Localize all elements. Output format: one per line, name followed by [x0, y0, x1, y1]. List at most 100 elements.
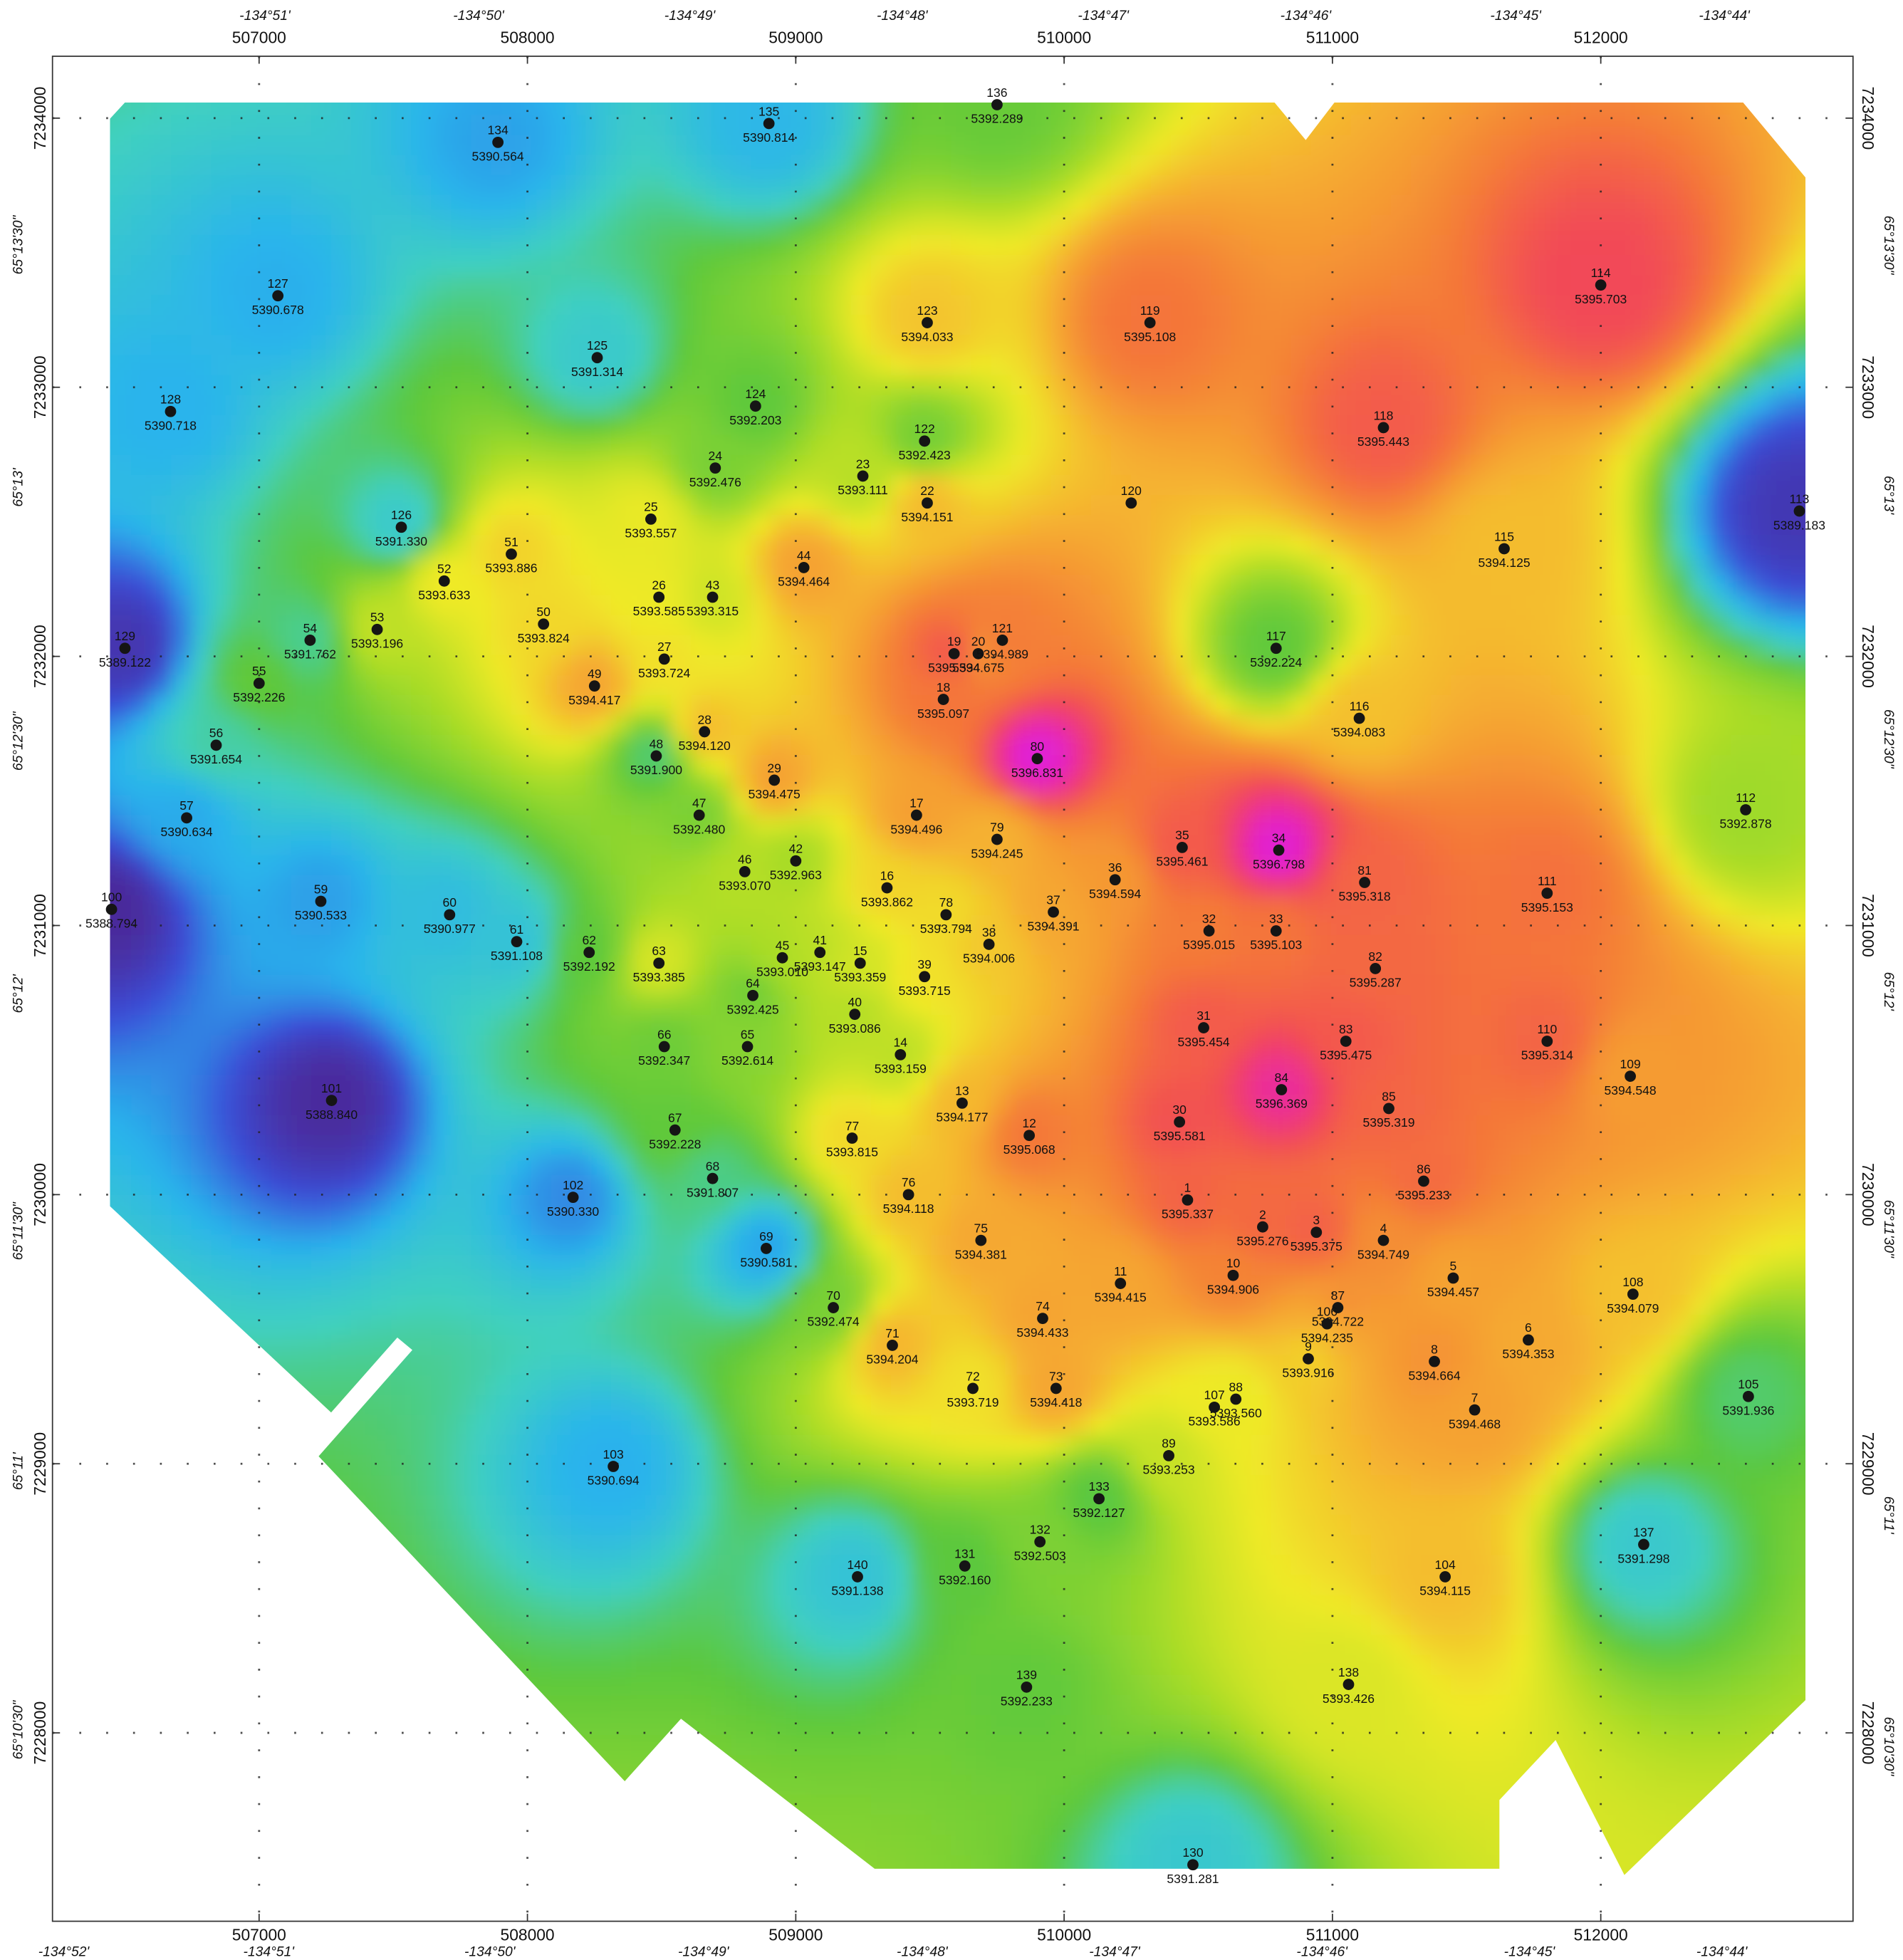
- surface-cell: [1391, 735, 1414, 758]
- surface-cell: [111, 435, 134, 458]
- surface-cell: [671, 775, 694, 798]
- surface-cell: [1031, 715, 1053, 738]
- surface-cell: [1570, 255, 1593, 278]
- surface-cell: [1111, 995, 1134, 1018]
- surface-cell: [551, 1055, 574, 1078]
- surface-cell: [291, 275, 314, 298]
- surface-cell: [911, 675, 934, 698]
- surface-cell: [1451, 855, 1474, 877]
- surface-cell: [471, 1115, 494, 1138]
- surface-cell: [1431, 515, 1454, 538]
- surface-cell: [971, 795, 994, 818]
- surface-cell: [131, 735, 154, 758]
- surface-cell: [1091, 235, 1114, 258]
- surface-cell: [1550, 255, 1573, 278]
- surface-cell: [1451, 135, 1474, 158]
- surface-cell: [1771, 935, 1793, 958]
- surface-cell: [1691, 895, 1714, 918]
- surface-cell: [491, 275, 513, 298]
- surface-cell: [431, 275, 454, 298]
- surface-cell: [1610, 875, 1633, 898]
- surface-cell: [291, 935, 314, 958]
- surface-cell: [1471, 475, 1493, 498]
- surface-cell: [771, 235, 793, 258]
- surface-cell: [711, 555, 734, 578]
- surface-cell: [1691, 535, 1714, 558]
- surface-cell: [1271, 575, 1293, 598]
- surface-cell: [471, 455, 494, 478]
- surface-cell: [1671, 655, 1694, 678]
- surface-cell: [691, 175, 714, 198]
- surface-cell: [611, 475, 634, 498]
- surface-cell: [351, 955, 374, 978]
- surface-cell: [1451, 695, 1474, 718]
- surface-cell: [831, 575, 854, 598]
- surface-cell: [891, 275, 914, 298]
- surface-cell: [1291, 355, 1313, 377]
- surface-cell: [1251, 815, 1273, 838]
- surface-cell: [891, 395, 914, 418]
- surface-cell: [171, 655, 194, 678]
- surface-cell: [1071, 135, 1094, 158]
- surface-cell: [811, 115, 834, 137]
- surface-cell: [831, 735, 854, 758]
- surface-cell: [1590, 915, 1613, 938]
- surface-cell: [611, 455, 634, 478]
- surface-cell: [531, 1035, 554, 1058]
- surface-cell: [491, 995, 513, 1018]
- surface-cell: [1511, 355, 1533, 377]
- surface-cell: [571, 315, 594, 338]
- surface-cell: [1031, 695, 1053, 718]
- surface-cell: [1071, 375, 1094, 398]
- surface-cell: [271, 955, 294, 978]
- surface-cell: [1711, 515, 1733, 538]
- surface-cell: [791, 715, 814, 738]
- surface-cell: [311, 515, 334, 538]
- surface-cell: [1151, 975, 1174, 998]
- surface-cell: [1631, 695, 1654, 718]
- surface-cell: [751, 335, 773, 358]
- surface-cell: [1310, 235, 1333, 258]
- surface-cell: [1550, 1095, 1573, 1117]
- surface-cell: [651, 915, 674, 938]
- surface-cell: [1610, 615, 1633, 638]
- surface-cell: [911, 215, 934, 238]
- surface-cell: [1631, 775, 1654, 798]
- surface-cell: [631, 715, 654, 738]
- surface-cell: [1610, 1015, 1633, 1038]
- surface-cell: [451, 355, 474, 377]
- surface-cell: [1671, 515, 1694, 538]
- surface-cell: [751, 295, 773, 318]
- surface-cell: [851, 675, 874, 698]
- surface-cell: [1131, 535, 1154, 558]
- surface-cell: [891, 235, 914, 258]
- surface-cell: [1491, 1055, 1513, 1078]
- surface-cell: [891, 715, 914, 738]
- surface-cell: [211, 515, 234, 538]
- surface-cell: [1071, 235, 1094, 258]
- surface-cell: [1031, 655, 1053, 678]
- surface-cell: [1731, 175, 1753, 198]
- surface-cell: [1631, 155, 1654, 178]
- surface-cell: [1271, 1135, 1293, 1158]
- surface-cell: [1251, 515, 1273, 538]
- surface-cell: [511, 495, 534, 518]
- surface-cell: [1491, 935, 1513, 958]
- surface-cell: [351, 135, 374, 158]
- surface-cell: [811, 755, 834, 778]
- surface-cell: [431, 835, 454, 858]
- surface-cell: [251, 915, 274, 938]
- surface-cell: [1011, 615, 1033, 638]
- surface-cell: [131, 1015, 154, 1038]
- surface-cell: [151, 335, 174, 358]
- surface-cell: [631, 135, 654, 158]
- surface-cell: [891, 735, 914, 758]
- surface-cell: [751, 715, 773, 738]
- surface-cell: [671, 255, 694, 278]
- surface-cell: [531, 455, 554, 478]
- surface-cell: [491, 655, 513, 678]
- surface-cell: [1171, 475, 1194, 498]
- surface-cell: [971, 335, 994, 358]
- surface-cell: [1231, 175, 1253, 198]
- surface-cell: [431, 195, 454, 218]
